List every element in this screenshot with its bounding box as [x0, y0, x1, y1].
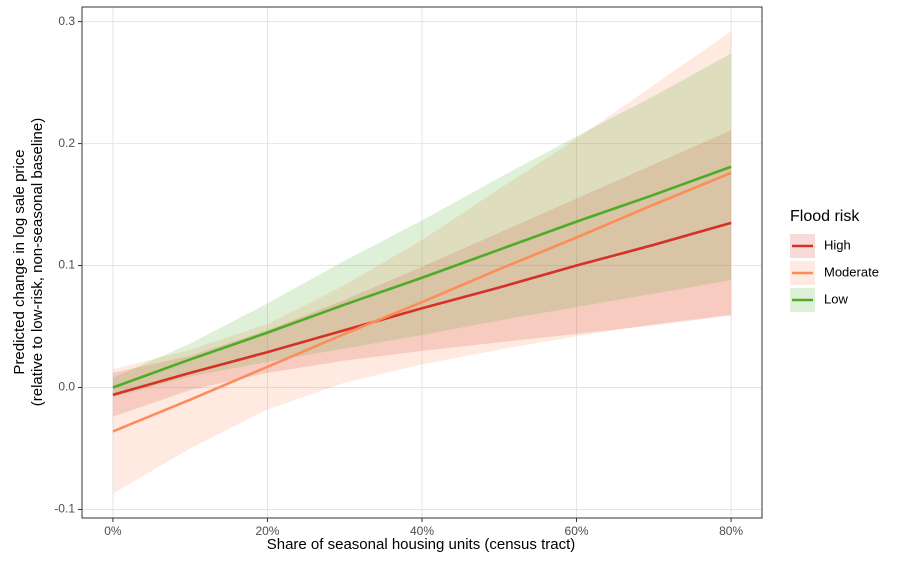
line	[112, 221, 732, 397]
legend-label: Moderate	[824, 264, 879, 279]
y-tick-label: 0.2	[58, 136, 75, 150]
y-tick-label: 0.3	[58, 14, 75, 28]
y-axis-title: (relative to low-risk, non-seasonal base…	[29, 118, 46, 406]
legend-label: High	[824, 237, 851, 252]
line	[112, 165, 732, 389]
legend-label: Low	[824, 291, 848, 306]
y-tick-label: 0.0	[58, 380, 75, 394]
plot-border	[81, 6, 763, 519]
y-tick-label: 0.1	[58, 258, 75, 272]
x-tick-label: 40%	[410, 524, 434, 538]
y-tick-label: -0.1	[54, 502, 75, 516]
confidence-band	[112, 53, 732, 398]
x-tick-label: 60%	[565, 524, 589, 538]
y-axis-title: Predicted change in log sale price	[11, 149, 28, 374]
x-tick-label: 80%	[719, 524, 743, 538]
legend-title: Flood risk	[790, 208, 860, 225]
line	[112, 171, 732, 433]
confidence-band	[112, 31, 732, 494]
x-axis-title: Share of seasonal housing units (census …	[267, 536, 576, 553]
x-tick-label: 0%	[104, 524, 122, 538]
x-tick-label: 20%	[255, 524, 279, 538]
confidence-band	[112, 130, 732, 417]
